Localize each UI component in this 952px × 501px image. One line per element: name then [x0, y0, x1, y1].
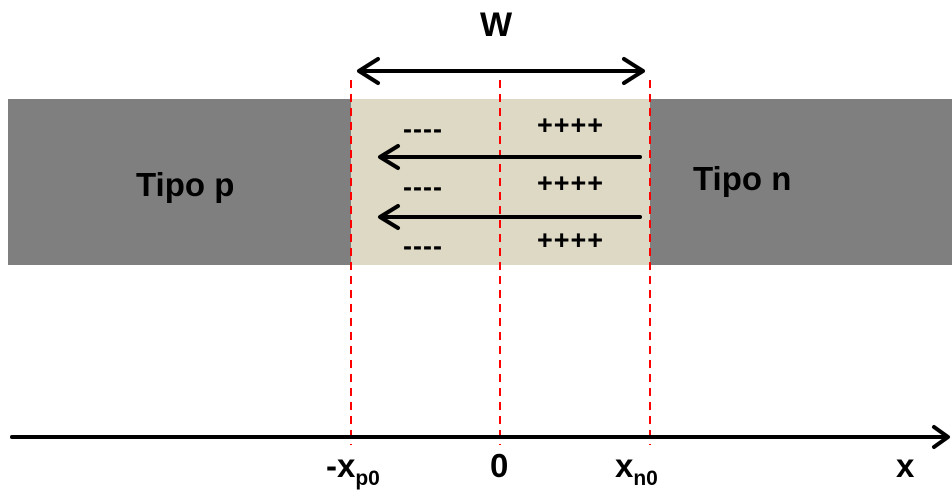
- xp0-subscript: p0: [355, 467, 380, 490]
- p-type-label: Tipo p: [136, 166, 235, 203]
- field-arrow-upper: [378, 144, 642, 170]
- x-axis-arrow: [10, 425, 950, 449]
- n-type-label: Tipo n: [693, 160, 792, 197]
- positive-charges-row-3: ++++: [537, 225, 605, 255]
- negative-charges-row-1: ----: [403, 114, 443, 144]
- p-type-region: [8, 99, 351, 265]
- negative-charges-row-3: ----: [403, 231, 443, 261]
- x-axis-label: x: [896, 447, 915, 484]
- xp0-label: -xp0: [326, 447, 380, 489]
- width-double-arrow: [357, 57, 645, 85]
- positive-charges-row-1: ++++: [537, 110, 605, 140]
- width-label: W: [480, 6, 513, 44]
- n-type-region: [650, 99, 952, 265]
- field-arrow-lower: [378, 204, 642, 230]
- negative-charges-row-2: ----: [403, 172, 443, 202]
- xp0-main: -x: [326, 447, 356, 484]
- zero-label: 0: [490, 447, 509, 484]
- positive-charges-row-2: ++++: [537, 168, 605, 198]
- xn0-subscript: n0: [633, 467, 658, 490]
- xn0-main: x: [615, 447, 634, 484]
- xn0-label: xn0: [615, 447, 658, 489]
